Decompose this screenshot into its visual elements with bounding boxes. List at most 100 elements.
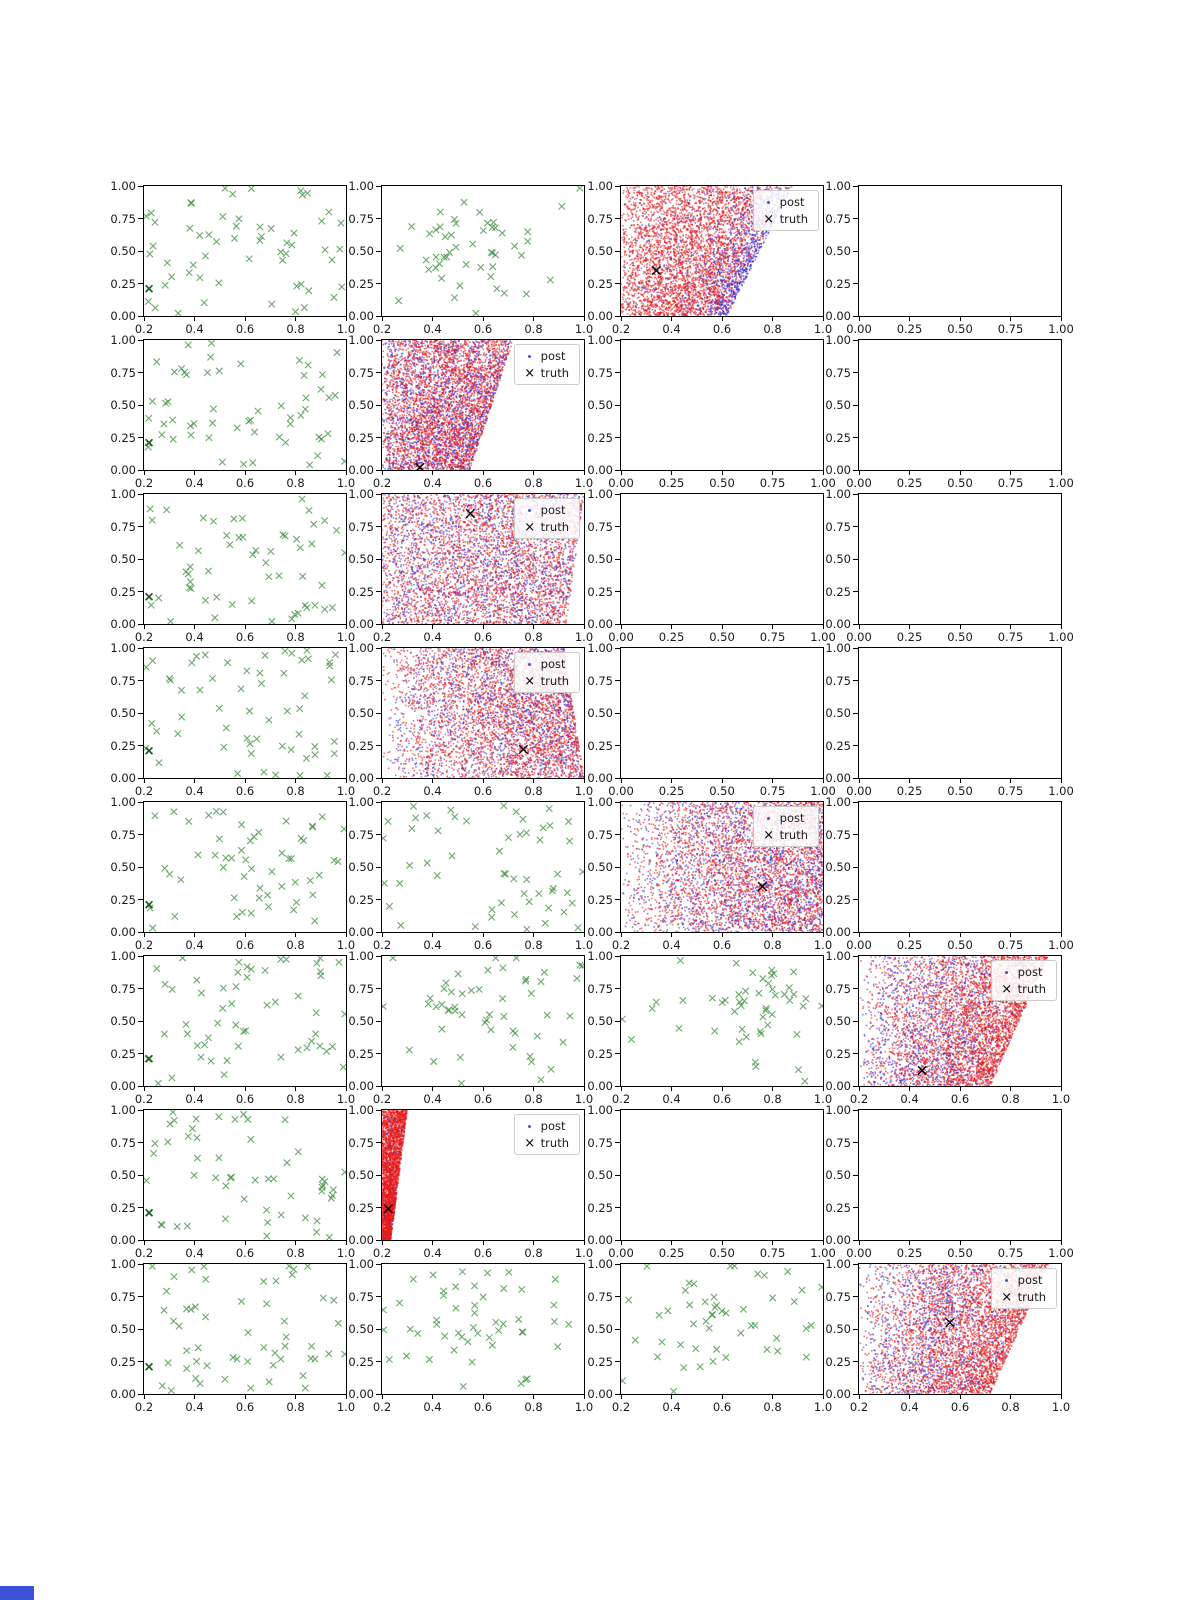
x-tick [381, 1394, 383, 1399]
y-tick [138, 931, 144, 933]
y-tick-label: 0.50 [825, 860, 851, 874]
x-tick [143, 1240, 145, 1245]
y-tick-label: 0.75 [110, 827, 136, 842]
x-tick [432, 1086, 433, 1091]
x-tick [1010, 316, 1011, 321]
y-tick [138, 591, 144, 592]
x-tick-label: 1.0 [574, 938, 594, 952]
x-tick-label: 1.00 [810, 784, 836, 798]
y-tick-label: 0.75 [348, 365, 374, 380]
x-tick-label: 0.75 [759, 476, 786, 490]
x-tick [482, 778, 484, 783]
x-tick-label: 0.25 [658, 1246, 685, 1260]
x-tick [194, 932, 195, 937]
y-tick-label: 0.50 [587, 860, 613, 874]
y-tick-label: 0.25 [110, 276, 136, 291]
x-tick-label: 0.6 [712, 1092, 732, 1106]
y-tick-label: 0.75 [587, 673, 613, 688]
legend-row-post: post [519, 503, 569, 517]
y-tick [853, 1328, 859, 1330]
legend-row-truth: × truth [758, 828, 808, 842]
x-tick [909, 778, 910, 783]
scatter-canvas [144, 1110, 346, 1240]
x-tick [533, 1240, 534, 1245]
x-tick-label: 1.0 [336, 784, 356, 798]
x-tick-label: 0.8 [286, 476, 305, 490]
x-tick-label: 0.25 [658, 784, 685, 798]
y-tick [615, 1053, 621, 1054]
x-tick [671, 624, 672, 629]
x-tick-label: 0.50 [709, 784, 735, 798]
y-tick-label: 0.50 [110, 1322, 136, 1336]
scatter-canvas [144, 1264, 346, 1394]
y-tick [615, 1207, 621, 1208]
legend: post × truth [752, 806, 819, 847]
x-tick [244, 624, 246, 629]
x-tick-label: 0.8 [286, 1400, 305, 1414]
x-tick-label: 0.2 [134, 938, 154, 952]
x-tick [772, 932, 773, 937]
y-tick [376, 185, 382, 187]
legend: post × truth [990, 1268, 1057, 1309]
y-tick-label: 0.00 [587, 771, 613, 785]
y-tick [376, 801, 382, 803]
x-tick-label: 0.2 [372, 630, 392, 644]
y-tick [138, 866, 144, 868]
x-tick [432, 1394, 433, 1399]
x-tick-label: 0.4 [423, 476, 442, 490]
x-tick [345, 624, 347, 629]
y-tick-label: 1.00 [825, 179, 851, 193]
y-tick-label: 0.00 [825, 1233, 851, 1247]
y-tick-label: 0.50 [825, 1168, 851, 1182]
x-tick-label: 1.0 [574, 1400, 594, 1414]
x-tick [721, 1086, 723, 1091]
x-tick-label: 0.6 [473, 1092, 493, 1106]
x-tick-label: 0.4 [423, 1092, 442, 1106]
x-tick [858, 778, 860, 783]
x-tick-label: 1.0 [336, 1092, 356, 1106]
y-tick-label: 0.50 [825, 552, 851, 566]
legend-label-post: post [540, 503, 566, 517]
x-tick [1010, 778, 1011, 783]
x-tick [772, 316, 773, 321]
legend: post × truth [513, 344, 580, 385]
y-tick-label: 0.25 [587, 1046, 613, 1061]
x-tick [533, 1086, 534, 1091]
y-tick [615, 1296, 621, 1297]
y-tick-label: 0.75 [110, 981, 136, 996]
x-tick-label: 0.4 [423, 1246, 442, 1260]
x-tick [295, 624, 296, 629]
y-tick [853, 866, 859, 868]
y-tick-label: 0.75 [825, 211, 851, 226]
x-tick [194, 1086, 195, 1091]
x-tick-label: 0.4 [185, 938, 204, 952]
y-tick-label: 0.00 [348, 1079, 374, 1093]
x-tick [194, 470, 195, 475]
x-tick [143, 1394, 145, 1399]
y-tick-label: 0.00 [110, 771, 136, 785]
x-tick [822, 316, 824, 321]
x-tick-label: 1.0 [336, 630, 356, 644]
y-tick [615, 1328, 621, 1330]
x-tick-label: 0.6 [473, 1400, 493, 1414]
dot-icon [767, 816, 771, 820]
x-tick-label: 0.00 [846, 476, 872, 490]
y-tick [853, 1174, 859, 1176]
legend: post × truth [513, 652, 580, 693]
y-tick [853, 591, 859, 592]
x-tick-label: 0.6 [712, 938, 732, 952]
x-tick [671, 1086, 672, 1091]
subplot-r2c2: 0.2 0.4 0.6 0.8 1.0 0.00 0.25 0.50 0.75 1.00 post ×… [348, 333, 593, 490]
y-tick [138, 1142, 144, 1143]
y-tick-label: 0.00 [825, 1387, 851, 1401]
x-tick-label: 0.8 [763, 1092, 782, 1106]
x-tick [1060, 1240, 1062, 1245]
x-tick-label: 1.00 [1048, 1246, 1074, 1260]
y-tick-label: 1.00 [587, 641, 613, 655]
x-tick-label: 1.0 [574, 784, 594, 798]
dot-icon [1005, 1278, 1009, 1282]
y-tick [138, 372, 144, 373]
x-tick-label: 0.4 [185, 476, 204, 490]
x-tick-label: 0.2 [372, 1400, 392, 1414]
y-tick [853, 988, 859, 989]
